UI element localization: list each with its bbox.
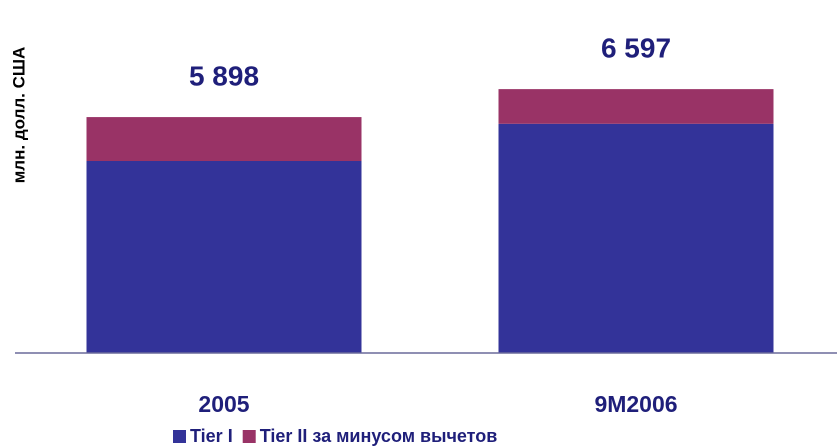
bar-segment [86, 117, 362, 161]
legend-swatch [242, 430, 256, 443]
y-axis-label: млн. долл. США [9, 47, 28, 184]
total-label: 6 597 [601, 33, 671, 64]
total-label: 5 898 [189, 60, 259, 91]
legend-swatch [173, 430, 186, 443]
legend-label: Tier I [190, 426, 233, 446]
x-tick-label: 2005 [198, 391, 249, 417]
bar-segment [498, 123, 774, 353]
x-tick-label: 9M2006 [594, 391, 677, 417]
legend-label: Tier II за минусом вычетов [260, 426, 498, 446]
bar-segment [86, 161, 362, 353]
bar-segment [498, 89, 774, 124]
